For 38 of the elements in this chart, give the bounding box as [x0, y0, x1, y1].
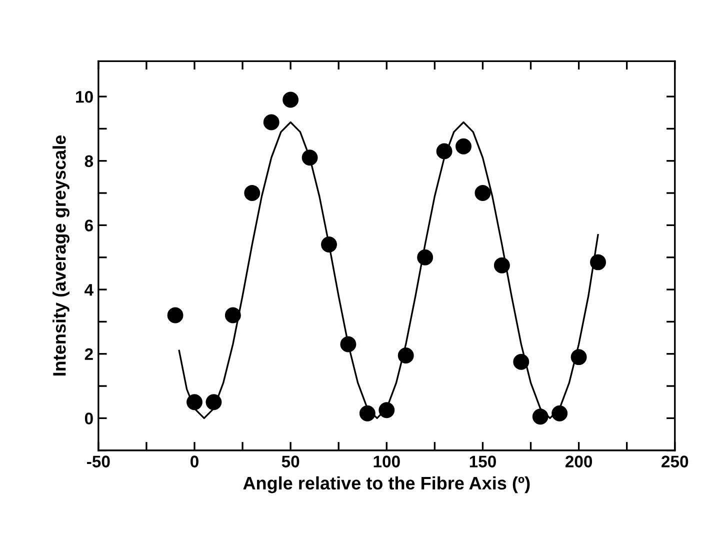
point	[359, 405, 376, 422]
y-tick-label: 10	[76, 90, 93, 103]
x-tick-label: 50	[282, 456, 300, 468]
point	[244, 185, 260, 202]
point	[436, 143, 452, 160]
y-tick-label: 6	[84, 220, 93, 232]
point	[590, 254, 606, 270]
x-axis-title: Angle relative to the Fibre Axis (º)	[243, 476, 530, 494]
point	[167, 307, 184, 324]
x-tick-label: 100	[374, 456, 400, 468]
y-tick-label: 4	[84, 284, 94, 296]
point	[456, 138, 472, 154]
x-tick-label: -50	[87, 456, 110, 468]
x-tick-label: 0	[190, 456, 198, 468]
x-tick-label: 200	[565, 456, 592, 468]
point	[263, 114, 280, 130]
point	[282, 92, 299, 108]
point	[378, 402, 395, 418]
point	[532, 408, 548, 425]
y-tick-label: 2	[84, 348, 93, 360]
point	[321, 236, 337, 252]
y-axis-title: Intensity (average greyscale	[52, 135, 70, 376]
point	[494, 257, 510, 274]
point	[302, 150, 318, 166]
point	[570, 349, 587, 366]
point	[224, 307, 241, 324]
point	[417, 249, 434, 266]
point	[552, 405, 568, 422]
point	[186, 394, 202, 410]
y-tick-label: 0	[84, 412, 93, 424]
point	[340, 336, 356, 352]
x-tick-label: 150	[470, 456, 496, 468]
point	[474, 185, 491, 202]
y-tick-label: 8	[84, 155, 94, 168]
x-tick-label: 250	[662, 456, 688, 468]
point	[398, 347, 414, 364]
point	[513, 354, 530, 370]
point	[206, 394, 222, 410]
